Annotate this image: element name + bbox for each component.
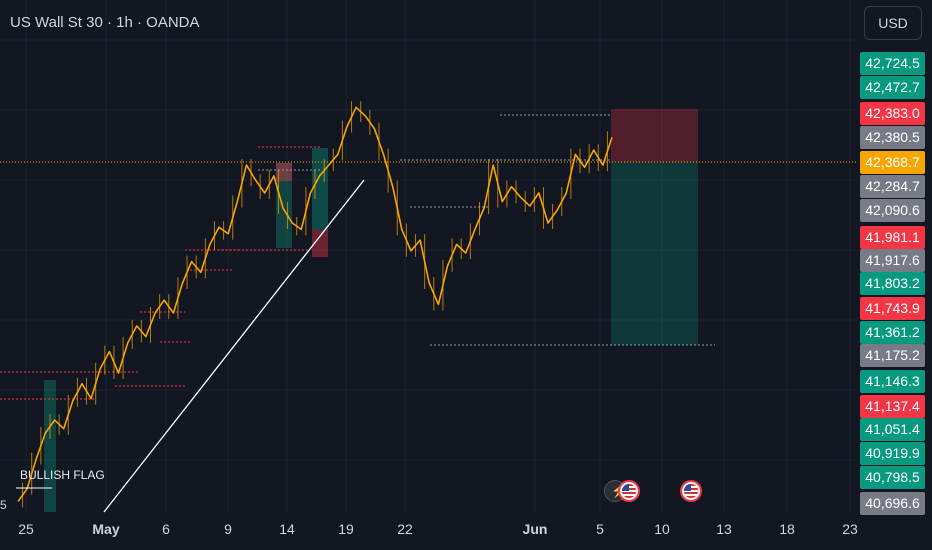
time-label: 23 bbox=[842, 521, 858, 537]
us-flag-icon[interactable] bbox=[680, 480, 702, 502]
price-tag: 42,472.7 bbox=[860, 76, 925, 99]
currency-button[interactable]: USD bbox=[864, 6, 922, 40]
target-zone bbox=[611, 162, 698, 345]
price-tag: 42,724.5 bbox=[860, 52, 925, 75]
time-label: 6 bbox=[162, 521, 170, 537]
time-label: 14 bbox=[279, 521, 295, 537]
small-long-box bbox=[312, 148, 328, 230]
price-tag: 41,146.3 bbox=[860, 370, 925, 393]
price-tag: 41,361.2 bbox=[860, 321, 925, 344]
trendline bbox=[103, 179, 365, 513]
small-long-box bbox=[44, 380, 56, 512]
price-tag: 41,137.4 bbox=[860, 395, 925, 418]
candle-series bbox=[17, 101, 613, 508]
time-label: May bbox=[92, 521, 120, 537]
time-axis-bg bbox=[0, 512, 932, 550]
price-tag: 41,051.4 bbox=[860, 418, 925, 441]
time-label: Jun bbox=[522, 521, 548, 537]
price-tag: 41,981.1 bbox=[860, 226, 925, 249]
price-tag: 42,380.5 bbox=[860, 126, 925, 149]
price-tag: 40,919.9 bbox=[860, 442, 925, 465]
price-tag: 41,743.9 bbox=[860, 297, 925, 320]
time-label: 18 bbox=[779, 521, 795, 537]
price-tag: 42,368.7 bbox=[860, 151, 925, 174]
small-short-box bbox=[276, 163, 292, 181]
time-label: 13 bbox=[716, 521, 732, 537]
price-tag: 41,803.2 bbox=[860, 272, 925, 295]
price-tag: 40,798.5 bbox=[860, 466, 925, 489]
time-label: 10 bbox=[654, 521, 670, 537]
price-tag: 42,383.0 bbox=[860, 102, 925, 125]
stop-zone bbox=[611, 109, 698, 162]
time-label: 9 bbox=[224, 521, 232, 537]
bullish-flag-label: BULLISH FLAG bbox=[20, 468, 105, 482]
overlay-lines bbox=[0, 161, 858, 513]
time-label: 19 bbox=[338, 521, 354, 537]
chart-title[interactable]: US Wall St 30 · 1h · OANDA bbox=[10, 14, 200, 31]
price-tag: 40,696.6 bbox=[860, 492, 925, 515]
price-tag: 41,175.2 bbox=[860, 344, 925, 367]
price-tag: 42,284.7 bbox=[860, 175, 925, 198]
price-tag: 41,917.6 bbox=[860, 249, 925, 272]
partial-label: 5 bbox=[0, 498, 7, 512]
time-label: 22 bbox=[397, 521, 413, 537]
small-short-box bbox=[312, 230, 328, 257]
time-label: 5 bbox=[596, 521, 604, 537]
price-tag: 42,090.6 bbox=[860, 199, 925, 222]
us-flag-icon[interactable] bbox=[618, 480, 640, 502]
time-label: 25 bbox=[18, 521, 34, 537]
